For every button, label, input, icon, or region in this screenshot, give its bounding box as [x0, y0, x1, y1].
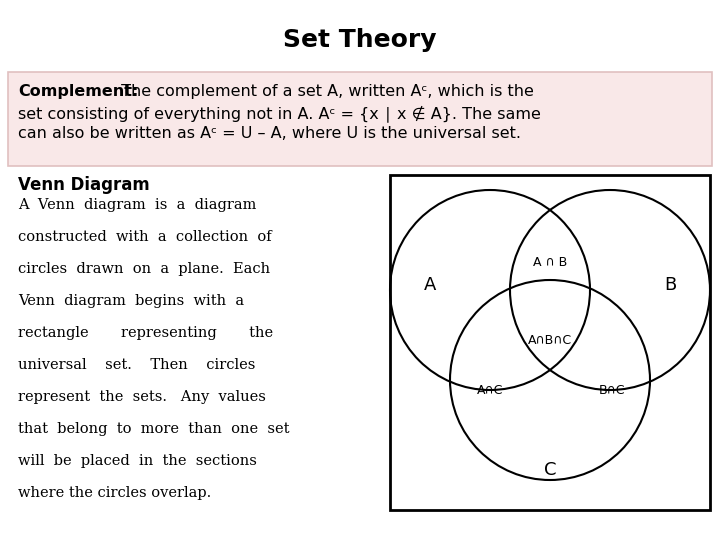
Text: circles  drawn  on  a  plane.  Each: circles drawn on a plane. Each: [18, 262, 270, 276]
Text: Set Theory: Set Theory: [283, 28, 437, 52]
Text: will  be  placed  in  the  sections: will be placed in the sections: [18, 454, 257, 468]
Bar: [390, 175, 710, 510]
Text: where the circles overlap.: where the circles overlap.: [18, 486, 211, 500]
Text: Venn  diagram  begins  with  a: Venn diagram begins with a: [18, 294, 244, 308]
Text: set consisting of everything not in A. Aᶜ = {x ∣ x ∉ A}. The same: set consisting of everything not in A. A…: [18, 105, 541, 122]
Text: B∩C: B∩C: [599, 383, 625, 396]
Text: Venn Diagram: Venn Diagram: [18, 176, 150, 194]
Text: B: B: [664, 276, 676, 294]
Text: A∩B∩C: A∩B∩C: [528, 334, 572, 347]
Text: A ∩ B: A ∩ B: [533, 255, 567, 268]
Text: universal    set.    Then    circles: universal set. Then circles: [18, 358, 256, 372]
Text: C: C: [544, 461, 557, 479]
Text: A  Venn  diagram  is  a  diagram: A Venn diagram is a diagram: [18, 198, 256, 212]
Text: that  belong  to  more  than  one  set: that belong to more than one set: [18, 422, 289, 436]
Text: represent  the  sets.   Any  values: represent the sets. Any values: [18, 390, 266, 404]
Text: can also be written as Aᶜ = U – A, where U is the universal set.: can also be written as Aᶜ = U – A, where…: [18, 126, 521, 141]
Text: constructed  with  a  collection  of: constructed with a collection of: [18, 230, 271, 244]
Text: A: A: [424, 276, 436, 294]
Text: rectangle       representing       the: rectangle representing the: [18, 326, 273, 340]
Text: A∩C: A∩C: [477, 383, 503, 396]
Text: The complement of a set A, written Aᶜ, which is the: The complement of a set A, written Aᶜ, w…: [116, 84, 534, 99]
Text: Complement:: Complement:: [18, 84, 138, 99]
FancyBboxPatch shape: [8, 72, 712, 166]
